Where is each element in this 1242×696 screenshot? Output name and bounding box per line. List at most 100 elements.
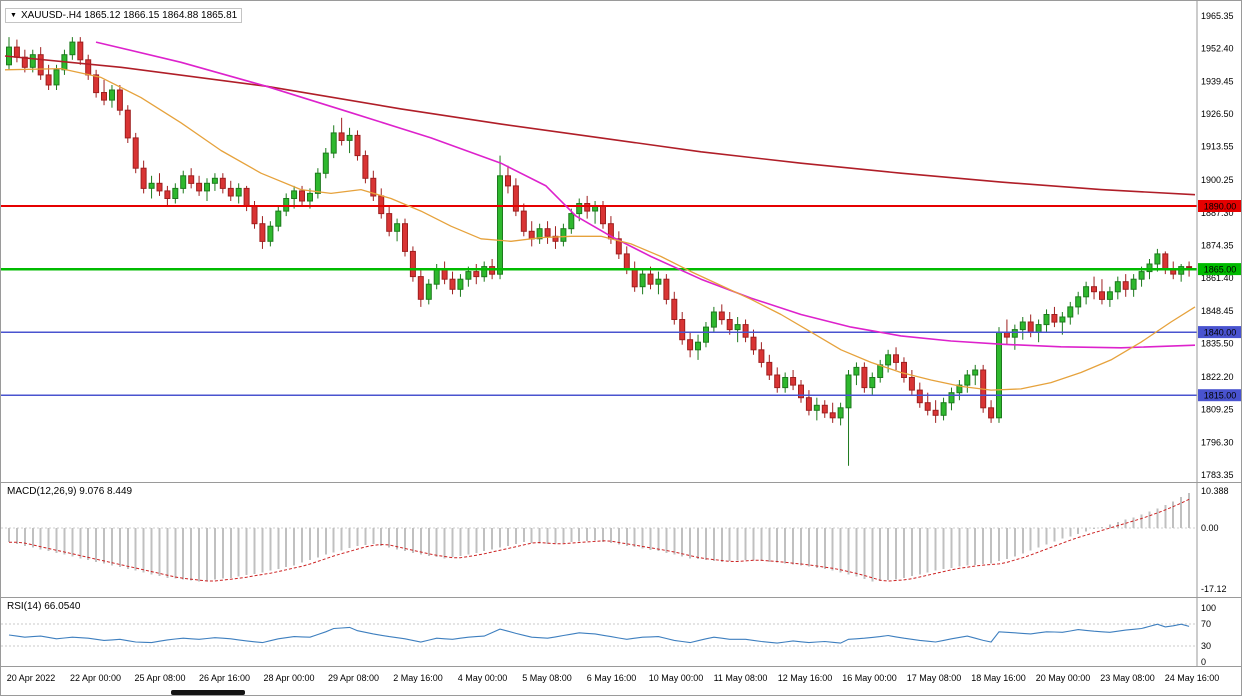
candle [758,349,765,363]
candle [544,228,551,237]
time-axis[interactable]: 20 Apr 2022 22 Apr 00:00 25 Apr 08:00 26 Ap… [1,667,1241,695]
candle [528,230,535,240]
rsi-label: RSI(14) 66.0540 [7,601,81,612]
candle [338,132,345,141]
candle [85,59,92,76]
candle [576,203,583,215]
candle [402,223,408,252]
candle [172,187,179,199]
candle [322,152,329,174]
candle [497,175,503,275]
time-axis-label: 22 Apr 00:00 [69,673,122,683]
candle [77,41,84,61]
candle [956,384,963,394]
candle [1067,306,1074,318]
candle [948,392,955,404]
price-axis-label: 1822.20 [1201,372,1234,382]
macd-label: MACD(12,26,9) 9.076 8.449 [7,486,133,497]
candle [1059,316,1066,323]
candle [615,238,622,255]
candle [560,228,567,242]
macd-histogram [8,493,1191,582]
rsi-axis-label: 100 [1201,603,1216,613]
candle [267,225,274,242]
candle [1186,266,1193,269]
candle [164,190,171,199]
candle [845,374,852,409]
candle [148,182,155,189]
candle [307,192,313,202]
time-axis-label: 5 May 08:00 [522,673,572,683]
candle [798,384,804,399]
candle [124,109,131,139]
macd-indicator-chart[interactable]: 10.388 0.00 -17.12 [1,483,1242,597]
candle [219,177,226,189]
time-axis-label: 25 Apr 08:00 [134,673,186,683]
time-axis-label: 2 May 16:00 [393,673,443,683]
candle [156,182,163,192]
time-axis-label: 28 Apr 00:00 [263,673,315,683]
candle [53,69,60,86]
candle [805,397,812,411]
candle [473,271,480,278]
candle [283,198,290,212]
candle [568,213,575,230]
symbol-dropdown-icon[interactable]: ▼ [10,12,17,19]
candle [481,266,488,278]
candle [1178,266,1185,275]
candle [853,366,860,376]
rsi-axis-label: 30 [1201,641,1211,651]
macd-axis-label: 0.00 [1201,523,1219,533]
candle [140,167,147,189]
candle [695,341,701,351]
candle [821,404,828,414]
time-axis-label: 29 Apr 08:00 [327,673,380,683]
candle [425,283,432,300]
symbol-period-ohlc[interactable]: ▼ XAUUSD-.H4 1865.12 1866.15 1864.88 186… [5,8,243,23]
main-price-pane: 1965.35 1952.40 1939.45 1926.50 1913.55 1900.… [1,1,1242,483]
candle [679,319,686,341]
time-axis-label: 20 Apr 2022 [6,673,56,683]
time-axis-label: 11 May 08:00 [713,673,768,683]
main-price-chart[interactable]: 1965.35 1952.40 1939.45 1926.50 1913.55 1900.… [1,1,1242,482]
price-line-label-box[interactable] [1198,326,1242,339]
candle [774,374,781,389]
rsi-indicator-chart[interactable]: 100 70 30 0 [1,598,1242,666]
candle [964,374,971,386]
candle [988,407,995,419]
candle [505,175,511,187]
price-axis-label: 1952.40 [1201,44,1234,54]
candle [750,336,757,351]
candle [972,369,979,376]
candle [901,361,907,378]
candle [386,213,393,232]
time-axis-label: 24 May 16:00 [1164,673,1220,683]
ma-medium-line [95,41,1196,349]
candle [1106,291,1113,300]
price-line-label-box[interactable] [1198,200,1242,212]
candle [710,311,717,328]
candle [536,228,543,240]
candle [275,210,282,227]
candle [829,412,836,419]
macd-axis-label: 10.388 [1201,486,1229,496]
candle [116,89,123,111]
candle [1019,321,1026,331]
price-line-label-box[interactable] [1198,389,1242,402]
price-line-label-box[interactable] [1198,263,1242,276]
candle [291,190,298,199]
candle [457,278,464,290]
candle [69,41,76,56]
scrollbar-thumb[interactable] [171,690,245,695]
candle [1027,321,1034,333]
candle [655,278,662,285]
time-axis-label: 12 May 16:00 [777,673,833,683]
candle [1051,314,1058,323]
candle [742,324,749,338]
candle [924,402,931,411]
macd-axis-label: -17.12 [1201,584,1227,594]
time-axis-label: 4 May 00:00 [457,673,508,683]
candle [354,134,361,157]
candle [37,54,44,76]
